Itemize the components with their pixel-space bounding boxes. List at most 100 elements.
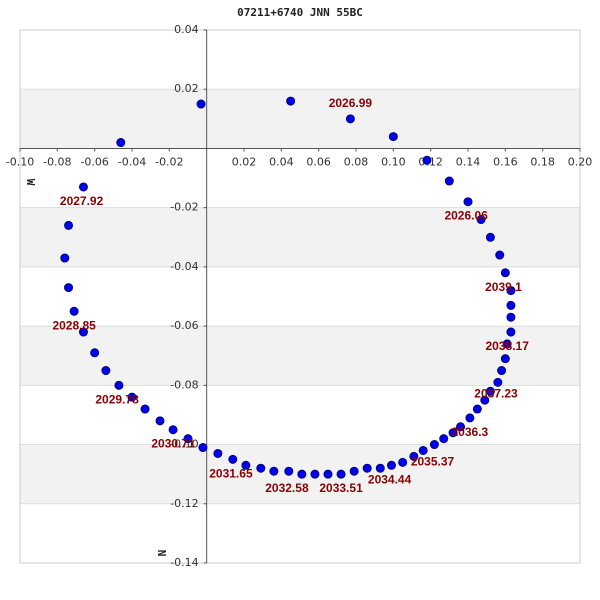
grid-band — [20, 266, 580, 327]
annotation: 2031.65 — [209, 466, 253, 480]
data-point — [183, 434, 193, 444]
data-point — [284, 466, 294, 476]
data-point — [448, 428, 458, 438]
x-tick-label: 0.04 — [269, 155, 294, 168]
data-point — [422, 155, 432, 165]
data-point — [155, 416, 165, 426]
x-tick-label: 0.10 — [381, 155, 406, 168]
data-point — [506, 327, 516, 337]
annotation: 2027.92 — [60, 194, 104, 208]
data-point — [456, 422, 466, 432]
data-point — [429, 440, 439, 450]
data-point — [196, 99, 206, 109]
x-tick-label: 0.14 — [456, 155, 481, 168]
chart-title: 07211+6740 JNN 55BC — [237, 6, 363, 19]
data-point — [388, 132, 398, 142]
data-point — [269, 466, 279, 476]
data-point — [297, 469, 307, 479]
data-point — [78, 327, 88, 337]
x-tick-label: 0.08 — [344, 155, 369, 168]
data-point — [495, 250, 505, 260]
data-point — [114, 380, 124, 390]
data-point — [168, 425, 178, 435]
grid-band — [20, 326, 580, 386]
data-point — [101, 366, 111, 376]
data-point — [500, 354, 510, 364]
data-point — [386, 460, 396, 470]
x-tick-label: -0.04 — [118, 155, 146, 168]
x-tick-label: -0.10 — [6, 155, 34, 168]
x-tick-label: -0.02 — [155, 155, 183, 168]
y-tick-label: -0.04 — [170, 260, 198, 273]
y-tick-label: -0.12 — [170, 497, 198, 510]
data-point — [90, 348, 100, 358]
data-point — [463, 197, 473, 207]
grid-band — [20, 89, 580, 149]
data-point — [349, 466, 359, 476]
x-tick-label: 0.20 — [568, 155, 593, 168]
data-point — [485, 232, 495, 242]
annotation: 2036.3 — [452, 425, 489, 439]
data-point — [241, 460, 251, 470]
data-point — [375, 463, 385, 473]
y-tick-label: -0.14 — [170, 556, 198, 569]
annotation: 2026.99 — [329, 96, 373, 110]
data-point — [472, 404, 482, 414]
y-tick-label: 0.02 — [174, 82, 199, 95]
y-tick-label: -0.06 — [170, 319, 198, 332]
y-axis-label: N — [155, 550, 168, 557]
y-tick-label: -0.08 — [170, 378, 198, 391]
data-point — [444, 176, 454, 186]
data-point — [140, 404, 150, 414]
grid-band — [20, 30, 580, 90]
data-point — [336, 469, 346, 479]
data-point — [465, 413, 475, 423]
data-point — [198, 443, 208, 453]
x-tick-label: 0.18 — [530, 155, 555, 168]
data-point — [60, 253, 70, 263]
data-point — [439, 434, 449, 444]
data-point — [116, 138, 126, 148]
plot-background — [19, 29, 581, 564]
x-axis-label: W — [24, 179, 37, 186]
x-tick-label: 0.06 — [306, 155, 331, 168]
data-point — [480, 395, 490, 405]
data-point — [64, 283, 74, 293]
data-point — [69, 306, 79, 316]
plot-frame — [19, 29, 581, 564]
x-tick-label: -0.08 — [43, 155, 71, 168]
data-point — [476, 215, 486, 225]
annotation: 2037.23 — [474, 386, 518, 400]
data-point — [64, 220, 74, 230]
data-point — [256, 463, 266, 473]
annotation: 2028.85 — [52, 318, 96, 332]
data-point — [345, 114, 355, 124]
data-point — [418, 445, 428, 455]
data-point — [506, 286, 516, 296]
data-point — [497, 366, 507, 376]
y-tick-label: -0.02 — [170, 201, 198, 214]
data-point — [127, 392, 137, 402]
annotation: 2029.78 — [95, 392, 139, 406]
data-point — [409, 451, 419, 461]
annotation: 2033.51 — [319, 481, 363, 495]
x-tick-label: -0.06 — [80, 155, 108, 168]
annotation: 2034.44 — [368, 472, 412, 486]
annotation: 2032.58 — [265, 481, 309, 495]
annotation: 2039.1 — [485, 280, 522, 294]
y-tick-label: 0.04 — [174, 23, 199, 36]
annotation: 2035.37 — [411, 454, 455, 468]
data-point — [500, 268, 510, 278]
annotation: 2030.71 — [151, 437, 195, 451]
x-tick-label: 0.16 — [493, 155, 518, 168]
data-point — [286, 96, 296, 106]
data-point — [310, 469, 320, 479]
x-tick-label: 0.02 — [232, 155, 257, 168]
data-point — [213, 448, 223, 458]
data-point — [228, 454, 238, 464]
grid-band — [20, 385, 580, 445]
data-point — [485, 386, 495, 396]
annotation: 2038.17 — [486, 339, 530, 353]
